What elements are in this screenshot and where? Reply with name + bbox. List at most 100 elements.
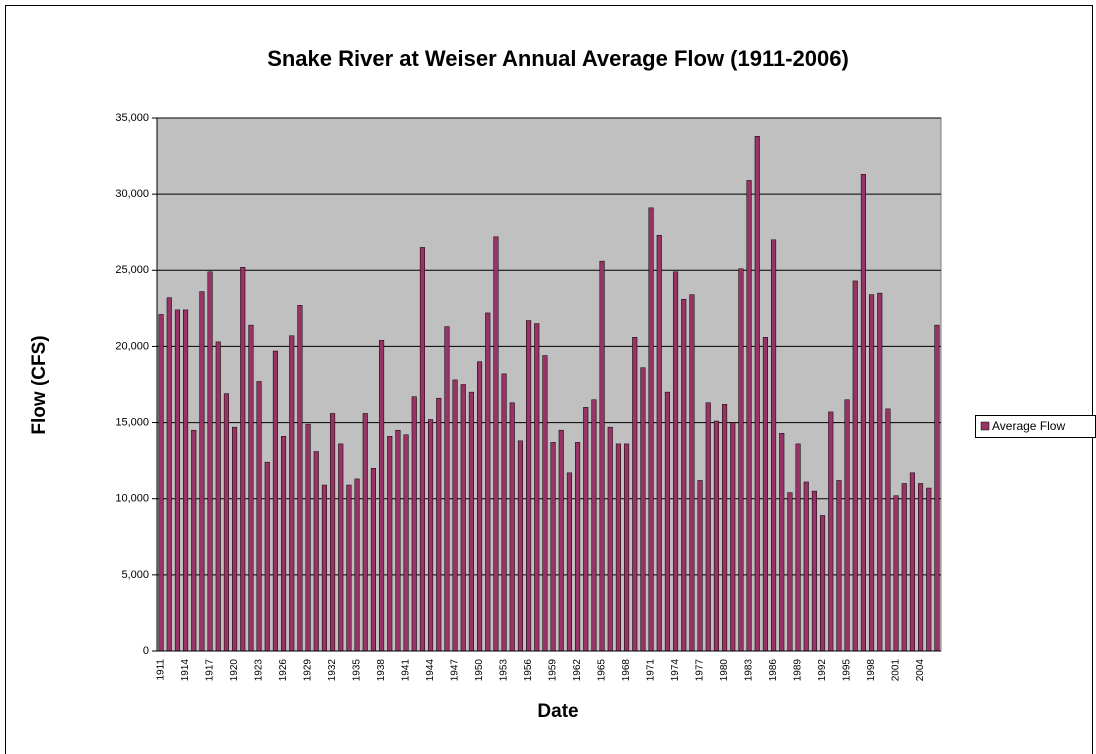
bar	[615, 443, 621, 652]
bar	[395, 429, 401, 652]
bar	[517, 440, 523, 652]
x-tick-label: 1947	[450, 659, 461, 682]
chart-title: Snake River at Weiser Annual Average Flo…	[267, 46, 849, 71]
bar	[477, 361, 483, 652]
bar	[705, 402, 711, 652]
x-tick-label: 1995	[842, 659, 853, 682]
bar	[330, 413, 336, 652]
bar	[428, 419, 434, 652]
y-tick-label: 25,000	[115, 264, 149, 276]
bar	[501, 373, 507, 652]
bar	[820, 515, 826, 652]
bar	[607, 426, 613, 652]
x-tick-label: 1971	[646, 659, 657, 682]
x-axis-label: Date	[537, 701, 578, 722]
bar	[207, 271, 213, 652]
x-tick-label: 1965	[597, 659, 608, 682]
bar	[803, 481, 809, 652]
plot-area	[156, 117, 942, 652]
bar	[746, 180, 752, 652]
bar	[354, 478, 360, 652]
bar	[852, 280, 858, 652]
bar	[583, 407, 589, 652]
bar	[575, 442, 581, 652]
bar	[787, 492, 793, 652]
bar	[379, 340, 385, 652]
bar	[673, 271, 679, 652]
x-tick-label: 1911	[156, 659, 167, 681]
x-tick-label: 1938	[376, 659, 387, 682]
y-tick-label: 20,000	[115, 340, 149, 352]
bar	[632, 337, 638, 652]
bar	[281, 436, 287, 652]
x-tick-label: 1914	[180, 659, 191, 682]
bar	[387, 436, 393, 652]
bar	[248, 324, 254, 652]
bar	[844, 399, 850, 652]
bar	[191, 429, 197, 652]
bar	[460, 384, 466, 652]
bar	[338, 443, 344, 652]
x-tick-label: 1917	[205, 659, 216, 682]
x-tick-label: 1992	[817, 659, 828, 682]
bar	[738, 268, 744, 652]
bar	[223, 393, 229, 652]
bar	[297, 305, 303, 652]
bar	[730, 422, 736, 652]
bar	[264, 461, 270, 652]
bar	[624, 443, 630, 652]
x-tick-label: 1977	[695, 659, 706, 682]
bar	[640, 367, 646, 652]
y-tick-label: 10,000	[115, 493, 149, 505]
bar	[313, 451, 319, 652]
bar	[321, 484, 327, 652]
x-tick-label: 1926	[278, 659, 289, 682]
bar	[681, 298, 687, 652]
x-tick-label: 1989	[793, 659, 804, 682]
bar	[591, 399, 597, 652]
bar	[166, 297, 172, 652]
bar	[215, 341, 221, 652]
bar	[436, 397, 442, 652]
bar	[526, 320, 532, 652]
bar	[869, 294, 875, 652]
bar	[836, 480, 842, 652]
x-tick-label: 1956	[523, 659, 534, 682]
bar	[256, 381, 262, 652]
bar	[158, 314, 164, 652]
x-tick-label: 1953	[499, 659, 510, 682]
bar	[648, 207, 654, 652]
bar	[771, 239, 777, 652]
bar	[240, 266, 246, 652]
bar	[542, 355, 548, 652]
bar	[828, 411, 834, 652]
bar	[934, 324, 940, 652]
bar	[762, 337, 768, 652]
bar	[509, 402, 515, 652]
bar	[918, 483, 924, 652]
y-axis-label: Flow (CFS)	[29, 335, 50, 434]
bar	[534, 323, 540, 652]
x-tick-label: 1959	[548, 659, 559, 682]
x-tick-label: 1950	[474, 659, 485, 682]
x-tick-label: 1941	[401, 659, 412, 682]
y-tick-label: 0	[143, 645, 149, 657]
bar	[419, 247, 425, 652]
x-tick-label: 1974	[670, 659, 681, 682]
bar	[558, 429, 564, 652]
x-tick-label: 1983	[744, 659, 755, 682]
bar	[599, 260, 605, 652]
x-tick-label: 1944	[425, 659, 436, 682]
legend-label: Average Flow	[992, 419, 1065, 433]
bar	[485, 312, 491, 652]
x-tick-label: 1998	[866, 659, 877, 682]
bar	[362, 413, 368, 652]
bar	[901, 483, 907, 652]
bar	[909, 472, 915, 652]
bar	[370, 468, 376, 652]
bar	[885, 408, 891, 652]
legend-swatch	[980, 421, 990, 431]
bar	[877, 292, 883, 652]
x-tick-label: 1920	[229, 659, 240, 682]
